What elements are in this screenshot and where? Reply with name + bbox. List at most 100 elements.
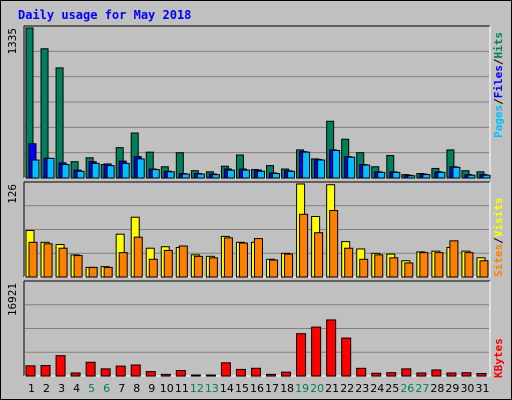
x-tick-label-day-17: 17: [265, 382, 279, 395]
bar-kbytes-day-7: [115, 365, 126, 377]
bar-sites-day-6: [103, 266, 113, 278]
bar-sites-day-3: [58, 247, 68, 278]
bar-kbytes-day-16: [250, 367, 261, 377]
legend-entry: /: [492, 58, 505, 65]
bar-pages-day-30: [467, 174, 476, 179]
bar-pages-day-28: [437, 171, 446, 179]
x-tick-label-day-3: 3: [58, 382, 65, 395]
bar-kbytes-day-20: [311, 326, 322, 377]
bar-sites-day-26: [404, 262, 414, 278]
bar-pages-day-3: [61, 164, 70, 179]
bar-pages-day-20: [317, 159, 326, 179]
bar-pages-day-19: [302, 151, 311, 179]
x-tick-label-day-21: 21: [325, 382, 339, 395]
bar-pages-day-17: [272, 173, 281, 179]
x-tick-label-day-24: 24: [370, 382, 384, 395]
x-tick-label-day-9: 9: [148, 382, 155, 395]
bar-sites-day-18: [284, 253, 294, 278]
legend-entry: KBytes: [492, 338, 505, 378]
bar-kbytes-day-26: [401, 368, 412, 377]
bar-kbytes-day-1: [25, 365, 36, 377]
x-tick-label-day-4: 4: [73, 382, 80, 395]
bar-kbytes-day-24: [371, 372, 382, 377]
bar-pages-day-22: [347, 156, 356, 179]
bar-sites-day-16: [253, 238, 263, 278]
bar-kbytes-day-21: [326, 319, 337, 377]
bar-pages-day-12: [196, 173, 205, 179]
x-tick-label-day-7: 7: [118, 382, 125, 395]
bar-sites-day-2: [43, 243, 53, 278]
legend-entry: Pages: [492, 105, 505, 138]
chart-title: Daily usage for May 2018: [18, 8, 192, 22]
bar-sites-day-30: [464, 252, 474, 278]
legend-hits: Pages/Files/Hits: [492, 32, 505, 138]
bar-pages-day-6: [106, 165, 115, 179]
bar-pages-day-23: [362, 164, 371, 179]
bar-kbytes-day-30: [461, 372, 472, 377]
bar-sites-day-21: [329, 210, 339, 278]
bar-kbytes-day-31: [476, 373, 487, 377]
x-tick-label-day-19: 19: [295, 382, 309, 395]
bar-sites-day-25: [389, 257, 399, 278]
x-tick-label-day-26: 26: [400, 382, 414, 395]
x-tick-label-day-14: 14: [220, 382, 234, 395]
bar-pages-day-31: [482, 174, 491, 179]
bar-sites-day-19: [299, 213, 309, 278]
bar-pages-day-7: [121, 162, 130, 179]
x-tick-label-day-8: 8: [133, 382, 140, 395]
x-tick-label-day-16: 16: [250, 382, 264, 395]
x-tick-label-day-23: 23: [355, 382, 369, 395]
bar-kbytes-day-27: [416, 372, 427, 377]
x-tick-label-day-15: 15: [235, 382, 249, 395]
bar-kbytes-day-19: [296, 333, 307, 377]
bar-hits-day-3: [55, 67, 64, 179]
y-max-label: 16921: [6, 283, 19, 316]
legend-entry: Hits: [492, 32, 505, 59]
bar-pages-day-21: [332, 149, 341, 179]
bar-sites-day-11: [178, 245, 188, 278]
bar-pages-day-18: [287, 170, 296, 179]
bar-kbytes-day-18: [281, 371, 292, 377]
bar-pages-day-24: [377, 171, 386, 179]
bar-pages-day-10: [166, 171, 175, 179]
bar-kbytes-day-6: [100, 368, 111, 377]
bar-sites-day-7: [118, 252, 128, 278]
bar-kbytes-day-28: [431, 369, 442, 377]
legend-visits: Sites/Visits: [492, 198, 505, 278]
bar-sites-day-22: [344, 247, 354, 278]
x-tick-label-day-28: 28: [430, 382, 444, 395]
bar-kbytes-day-11: [175, 370, 186, 377]
bar-pages-day-13: [211, 174, 220, 179]
bar-pages-day-11: [181, 173, 190, 179]
bar-sites-day-17: [269, 259, 279, 278]
bar-pages-day-9: [151, 169, 160, 179]
bar-kbytes-day-13: [205, 374, 216, 377]
bar-sites-day-23: [359, 258, 369, 278]
bar-pages-day-27: [422, 174, 431, 179]
bar-pages-day-29: [452, 166, 461, 179]
bar-sites-day-13: [208, 257, 218, 278]
x-tick-label-day-1: 1: [28, 382, 35, 395]
x-tick-label-day-31: 31: [475, 382, 489, 395]
bar-kbytes-day-10: [160, 373, 171, 377]
legend-entry: Sites: [492, 244, 505, 277]
bar-sites-day-28: [434, 252, 444, 278]
x-tick-label-day-5: 5: [88, 382, 95, 395]
bar-kbytes-day-29: [446, 372, 457, 377]
bar-sites-day-15: [238, 242, 248, 278]
x-tick-label-day-20: 20: [310, 382, 324, 395]
legend-entry: Visits: [492, 198, 505, 238]
bar-sites-day-4: [73, 255, 83, 278]
x-tick-label-day-10: 10: [160, 382, 174, 395]
bar-sites-day-12: [193, 255, 203, 278]
x-tick-label-day-22: 22: [340, 382, 354, 395]
bar-sites-day-5: [88, 266, 98, 278]
bar-pages-day-14: [226, 169, 235, 179]
bar-kbytes-day-4: [70, 372, 81, 377]
bar-sites-day-31: [479, 260, 489, 278]
x-tick-label-day-11: 11: [175, 382, 189, 395]
bar-sites-day-8: [133, 236, 143, 278]
bar-kbytes-day-22: [341, 337, 352, 377]
bar-kbytes-day-2: [40, 365, 51, 377]
x-tick-label-day-27: 27: [415, 382, 429, 395]
